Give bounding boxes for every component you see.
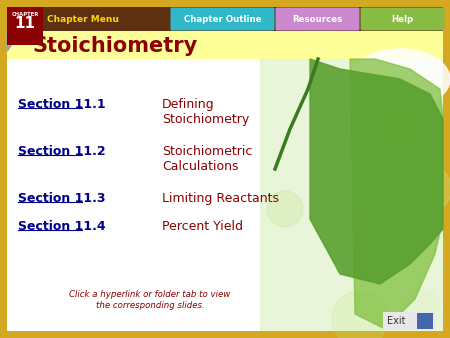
FancyBboxPatch shape bbox=[171, 7, 274, 30]
Bar bbox=[260, 59, 443, 331]
Polygon shape bbox=[350, 59, 443, 329]
Text: CHAPTER: CHAPTER bbox=[11, 11, 39, 17]
Ellipse shape bbox=[350, 49, 450, 109]
Polygon shape bbox=[310, 59, 443, 284]
Text: 11: 11 bbox=[14, 16, 36, 30]
Text: Section 11.2: Section 11.2 bbox=[18, 145, 106, 158]
Text: Chapter Outline: Chapter Outline bbox=[184, 15, 261, 24]
Bar bbox=[417, 313, 433, 329]
FancyBboxPatch shape bbox=[275, 7, 360, 30]
Bar bbox=[7, 7, 43, 45]
Bar bbox=[7, 59, 443, 331]
Text: Percent Yield: Percent Yield bbox=[162, 220, 243, 233]
Bar bbox=[7, 7, 443, 31]
Bar bbox=[383, 312, 435, 330]
Circle shape bbox=[267, 191, 303, 227]
FancyBboxPatch shape bbox=[360, 7, 445, 30]
Text: Stoichiometric
Calculations: Stoichiometric Calculations bbox=[162, 145, 252, 173]
Circle shape bbox=[370, 89, 430, 149]
Bar bbox=[7, 31, 443, 59]
Text: Section 11.1: Section 11.1 bbox=[18, 98, 106, 111]
Text: Stoichiometry: Stoichiometry bbox=[32, 36, 197, 56]
Text: Exit: Exit bbox=[387, 316, 405, 326]
Text: Defining
Stoichiometry: Defining Stoichiometry bbox=[162, 98, 249, 126]
Circle shape bbox=[408, 167, 450, 211]
Text: Section 11.3: Section 11.3 bbox=[18, 192, 105, 205]
Circle shape bbox=[332, 291, 388, 338]
Polygon shape bbox=[7, 31, 22, 51]
Text: Section 11.4: Section 11.4 bbox=[18, 220, 106, 233]
Text: Help: Help bbox=[392, 15, 414, 24]
Text: Click a hyperlink or folder tab to view
the corresponding slides.: Click a hyperlink or folder tab to view … bbox=[69, 290, 230, 310]
Circle shape bbox=[400, 289, 440, 329]
Text: Resources: Resources bbox=[292, 15, 342, 24]
Text: Limiting Reactants: Limiting Reactants bbox=[162, 192, 279, 205]
Text: Chapter Menu: Chapter Menu bbox=[47, 15, 119, 24]
Polygon shape bbox=[7, 31, 22, 51]
